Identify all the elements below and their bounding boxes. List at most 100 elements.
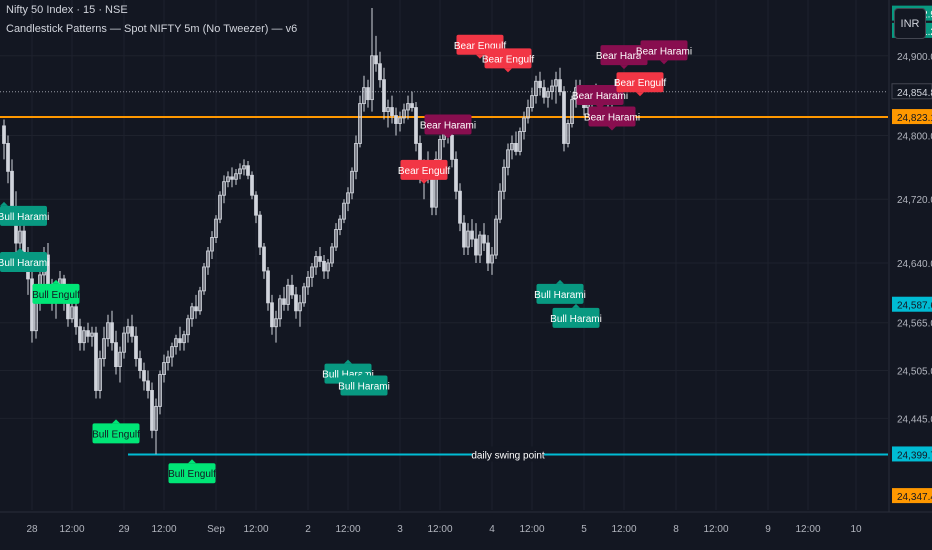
candle-body <box>138 358 142 371</box>
price-tick-label: 24,720.00 <box>897 195 932 206</box>
time-tick-label: 12:00 <box>59 524 84 535</box>
label-text: Bear Harami <box>572 91 628 102</box>
candle-body <box>222 181 226 196</box>
candle-body <box>474 238 478 256</box>
label-box <box>600 45 648 66</box>
candle-body <box>286 284 290 305</box>
candle-body <box>134 335 138 360</box>
price-label-bg <box>892 296 932 312</box>
candle-body <box>506 149 510 168</box>
candle-body <box>514 142 518 152</box>
time-axis[interactable]: 28 12:00 29 12:00 Sep 12:00 2 12:00 3 12:00 4 12:00… <box>0 511 932 550</box>
candle-body <box>166 356 170 364</box>
candle-body <box>366 87 370 101</box>
label-box <box>616 72 664 93</box>
label-text: Bear Harami <box>584 112 640 123</box>
candle-body <box>122 332 126 353</box>
candle-body <box>230 176 234 180</box>
swing-label-bg <box>472 446 544 462</box>
label-pointer <box>660 60 668 65</box>
candle-body <box>522 117 526 132</box>
label-box <box>424 114 472 135</box>
candle-body <box>82 330 86 344</box>
candle-body <box>342 202 346 220</box>
candle-body <box>558 79 562 93</box>
bear-pattern-label: Bear Engulf <box>398 159 450 184</box>
candle-body <box>106 322 110 340</box>
label-box <box>552 307 600 328</box>
candle-body <box>346 192 350 204</box>
candle-body <box>546 91 550 98</box>
label-text: Bear Harami <box>636 46 692 57</box>
candle-body <box>110 322 114 344</box>
candle-body <box>150 390 154 431</box>
label-text: Bull Harami <box>0 258 49 269</box>
candle-body <box>510 142 514 151</box>
bear-pattern-label: Bear Harami <box>596 45 652 70</box>
candle-body <box>270 302 274 328</box>
time-tick-label: 12:00 <box>519 524 544 535</box>
bull-pattern-label: Bull Harami <box>338 371 390 396</box>
candle-body <box>466 230 470 248</box>
candle-body <box>318 256 322 262</box>
candle-body <box>478 234 482 256</box>
bull-pattern-label: Bull Harami <box>0 201 49 226</box>
label-pointer <box>52 279 60 284</box>
candle-body <box>410 103 414 109</box>
currency-button[interactable]: INR <box>894 8 926 39</box>
candle-body <box>242 165 246 170</box>
bear-pattern-label: Bear Harami <box>584 106 640 131</box>
candle-body <box>338 218 342 230</box>
label-box <box>0 205 47 226</box>
price-axis[interactable]: 24,900.00 24,800.00 24,720.00 24,640.00 24,5… <box>888 0 932 550</box>
candle-body <box>254 194 258 216</box>
candle-body <box>146 380 150 391</box>
candle-body <box>314 256 318 268</box>
label-box <box>640 40 688 61</box>
candle-body <box>502 166 506 192</box>
candle-body <box>326 262 330 272</box>
time-tick-label: 4 <box>489 524 495 535</box>
label-pointer <box>608 126 616 131</box>
candle-body <box>66 302 70 320</box>
candle-body <box>18 230 22 244</box>
price-label-bg <box>892 446 932 462</box>
bull-pattern-label: Bull Engulf <box>168 459 216 484</box>
label-box <box>32 283 80 304</box>
time-tick-label: 12:00 <box>335 524 360 535</box>
time-tick-label: 12:00 <box>611 524 636 535</box>
candle-body <box>126 326 130 334</box>
indicator-title[interactable]: Candlestick Patterns — Spot NIFTY 5m (No… <box>6 23 298 35</box>
candle-body <box>178 338 182 344</box>
candle-body <box>206 250 210 268</box>
label-pointer <box>344 359 352 364</box>
label-box <box>92 423 140 444</box>
candle-body <box>526 107 530 119</box>
candle-body <box>30 278 34 332</box>
price-tick-label: 24,565.00 <box>897 319 932 330</box>
bull-pattern-label: Bull Harami <box>0 248 49 273</box>
symbol-title[interactable]: Nifty 50 Index · 15 · NSE <box>6 4 128 16</box>
candle-body <box>94 332 98 391</box>
label-text: Bull Harami <box>322 370 374 381</box>
candle-body <box>562 91 566 144</box>
time-tick-label: 12:00 <box>427 524 452 535</box>
candle-body <box>226 176 230 183</box>
candle-body <box>482 234 486 244</box>
candle-body <box>70 306 74 320</box>
candle-body <box>130 326 134 337</box>
candle-body <box>218 194 222 220</box>
price-label: 24,347.45 <box>897 492 932 503</box>
candle-body <box>290 284 294 296</box>
label-pointer <box>504 68 512 73</box>
candle-body <box>282 298 286 305</box>
label-text: Bear Engulf <box>398 166 450 177</box>
candle-body <box>414 107 418 144</box>
label-box <box>536 283 584 304</box>
label-pointer <box>476 54 484 59</box>
label-text: Bear Engulf <box>482 54 534 65</box>
candle-body <box>454 158 458 192</box>
candle-body <box>266 270 270 304</box>
candle-body <box>406 103 410 111</box>
